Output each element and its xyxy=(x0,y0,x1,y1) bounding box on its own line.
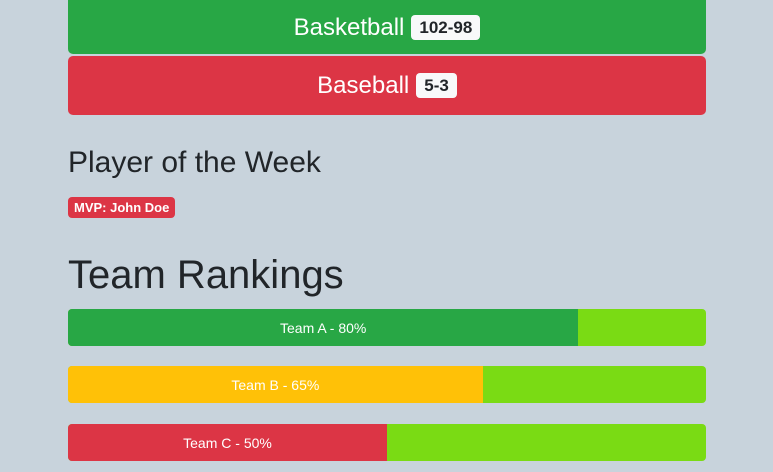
main-container: Basketball 102-98 Baseball 5-3 Player of… xyxy=(68,0,706,461)
player-of-week-heading: Player of the Week xyxy=(68,146,321,179)
baseball-label: Baseball xyxy=(317,71,410,99)
basketball-score-button[interactable]: Basketball 102-98 xyxy=(68,0,706,54)
team-b-progress: Team B - 65% xyxy=(68,366,706,403)
team-a-progress-bar: Team A - 80% xyxy=(68,309,579,346)
basketball-score-badge: 102-98 xyxy=(411,15,481,40)
mvp-badge: MVP: John Doe xyxy=(68,197,176,218)
team-b-progress-bar: Team B - 65% xyxy=(68,366,483,403)
team-a-progress: Team A - 80% xyxy=(68,309,706,346)
basketball-label: Basketball xyxy=(293,13,405,41)
team-c-progress: Team C - 50% xyxy=(68,424,706,461)
baseball-score-badge: 5-3 xyxy=(416,73,457,98)
team-rankings-heading: Team Rankings xyxy=(68,253,344,297)
baseball-score-button[interactable]: Baseball 5-3 xyxy=(68,56,706,115)
team-c-progress-bar: Team C - 50% xyxy=(68,424,387,461)
